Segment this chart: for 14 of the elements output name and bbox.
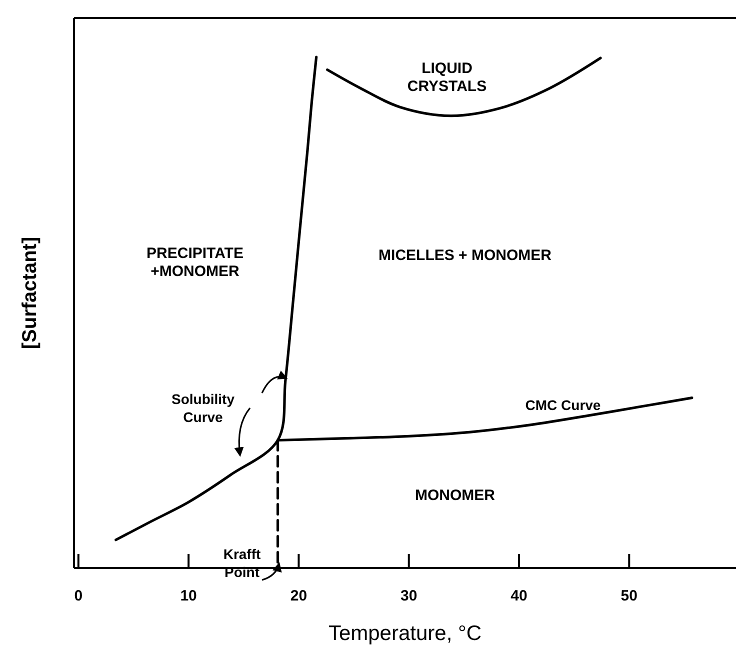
x-tick-label: 0 xyxy=(74,588,83,605)
x-tick-label: 10 xyxy=(180,588,197,605)
x-tick-label: 20 xyxy=(290,588,308,605)
annotation: MICELLES + MONOMER xyxy=(378,247,552,264)
annotation: PRECIPITATE +MONOMER xyxy=(146,245,244,280)
annotation: MONOMER xyxy=(415,487,496,504)
x-tick-label: 50 xyxy=(620,588,638,605)
annotation: CMC Curve xyxy=(525,397,601,413)
x-tick-label: 40 xyxy=(510,588,528,605)
annotation: Solubility Curve xyxy=(172,391,235,425)
y-axis-title: [Surfactant] xyxy=(19,236,41,350)
annotation: LIQUID CRYSTALS xyxy=(407,60,487,95)
x-axis-title: Temperature, °C xyxy=(328,622,482,645)
x-tick-label: 30 xyxy=(400,588,418,605)
